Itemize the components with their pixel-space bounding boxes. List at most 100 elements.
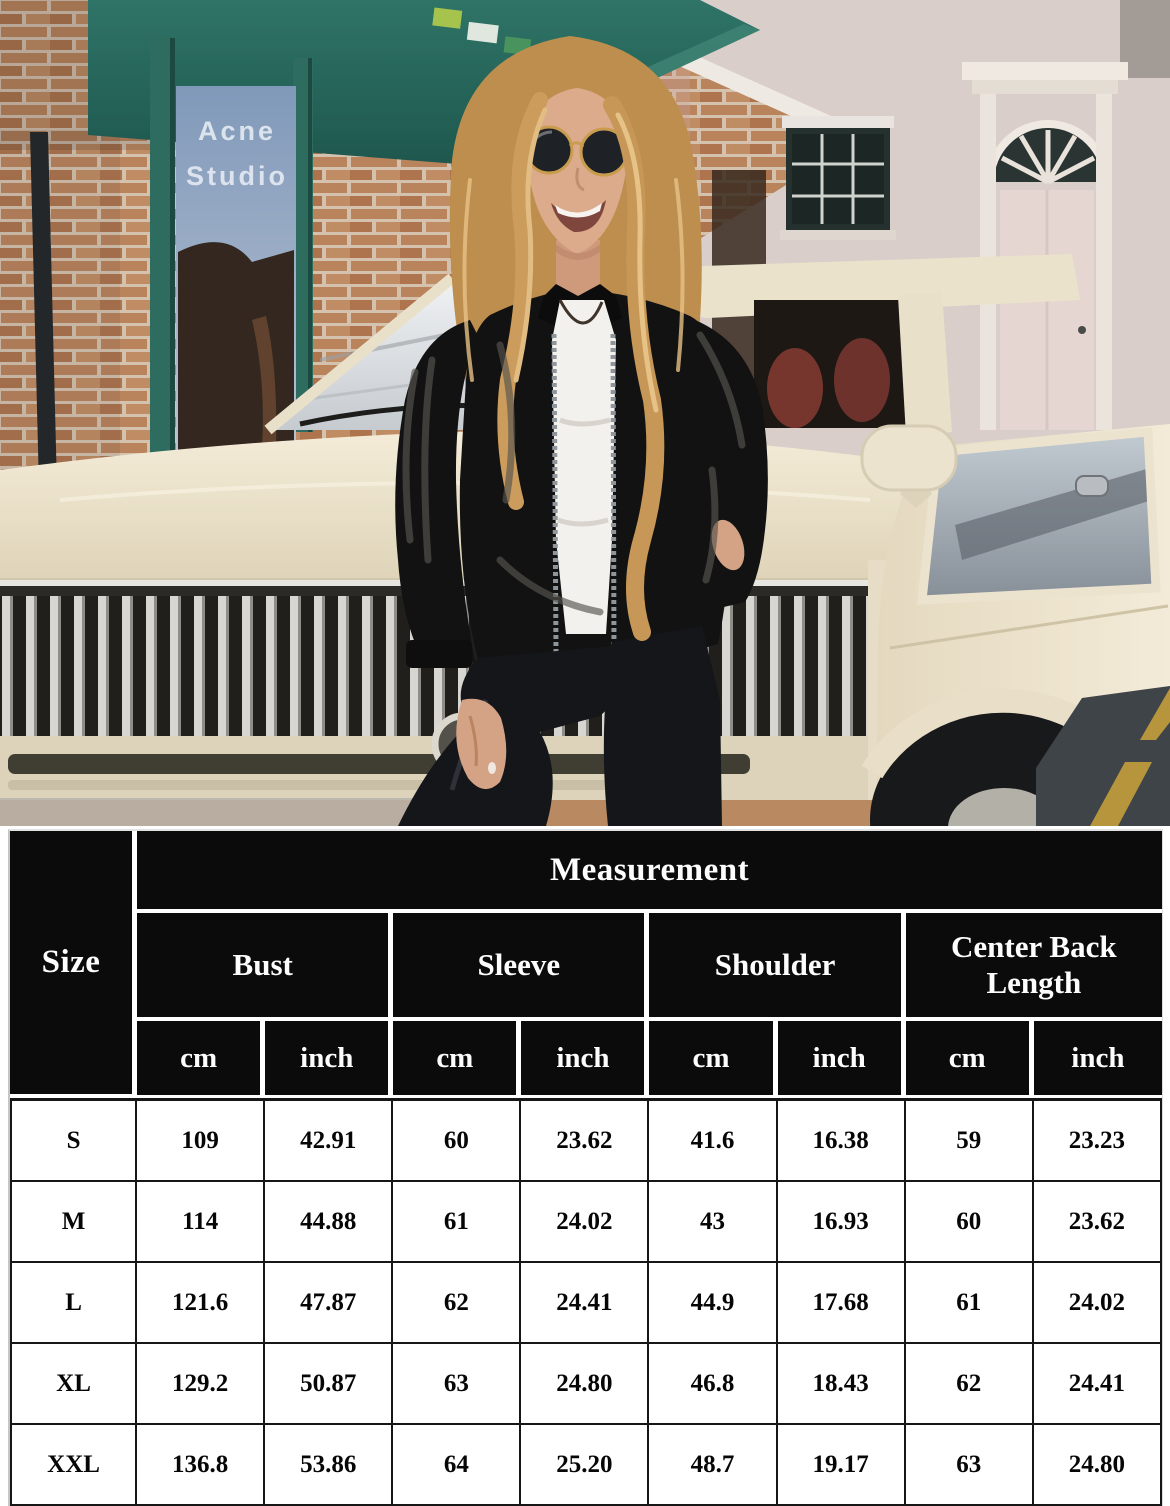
table-row-xl: XL 129.2 50.87 63 24.80 46.8 18.43 62 24…	[10, 1344, 1162, 1425]
fingernail	[488, 762, 496, 774]
nose	[575, 167, 585, 192]
jacket-cuff	[406, 640, 472, 668]
table-row-xxl: XXL 136.8 53.86 64 25.20 48.7 19.17 63 2…	[10, 1425, 1162, 1506]
cell-xxl-shoulder-cm: 48.7	[649, 1425, 778, 1506]
model-smile	[551, 200, 606, 233]
model-tee	[552, 300, 616, 634]
pants-right-leg	[603, 626, 722, 826]
rear-window	[754, 300, 906, 428]
cell-l-bust-inch: 47.87	[265, 1263, 394, 1344]
door-knob	[1078, 326, 1086, 334]
cell-xxl-back-inch: 24.80	[1033, 1425, 1162, 1506]
cell-l-bust-cm: 121.6	[137, 1263, 266, 1344]
unit-shoulder-cm: cm	[649, 1021, 778, 1098]
cell-m-sleeve-inch: 24.02	[521, 1182, 650, 1263]
cell-m-back-inch: 23.62	[1033, 1182, 1162, 1263]
ground-foreground	[0, 798, 430, 826]
asphalt	[1036, 686, 1170, 826]
cell-xl-sleeve-inch: 24.80	[521, 1344, 650, 1425]
cell-s-size: S	[10, 1098, 138, 1182]
cell-xxl-size: XXL	[10, 1425, 138, 1506]
cell-l-back-inch: 24.02	[1033, 1263, 1162, 1344]
poster-line2: Studio	[186, 161, 288, 191]
header-shoulder: Shoulder	[649, 913, 906, 1021]
cell-m-shoulder-cm: 43	[649, 1182, 778, 1263]
poster-line1: Acne	[198, 116, 276, 146]
unit-sleeve-cm: cm	[393, 1021, 522, 1098]
cell-l-sleeve-cm: 62	[393, 1263, 522, 1344]
unit-sleeve-inch: inch	[521, 1021, 650, 1098]
unit-back-inch: inch	[1033, 1021, 1162, 1098]
jacket-sheen	[402, 331, 746, 616]
shelter-posts	[150, 38, 313, 462]
product-photo: Acne Studio	[0, 0, 1170, 826]
cell-xxl-sleeve-cm: 64	[393, 1425, 522, 1506]
cell-s-bust-inch: 42.91	[265, 1098, 394, 1182]
cell-xl-back-inch: 24.41	[1033, 1344, 1162, 1425]
cell-xxl-sleeve-inch: 25.20	[521, 1425, 650, 1506]
header-sleeve: Sleeve	[393, 913, 650, 1021]
cell-m-shoulder-inch: 16.93	[777, 1182, 906, 1263]
sunglasses	[524, 125, 629, 177]
poster: Acne Studio	[176, 86, 296, 452]
size-chart-table: Size Measurement Bust Sleeve Shoulder Ce…	[8, 829, 1163, 1506]
cell-m-back-cm: 60	[905, 1182, 1034, 1263]
header-size: Size	[10, 831, 138, 1098]
model-left-hand	[711, 519, 745, 571]
model-right-hand	[456, 698, 507, 790]
table-row-l: L 121.6 47.87 62 24.41 44.9 17.68 61 24.…	[10, 1263, 1162, 1344]
cell-xl-shoulder-cm: 46.8	[649, 1344, 778, 1425]
cell-s-sleeve-inch: 23.62	[521, 1098, 650, 1182]
cell-s-sleeve-cm: 60	[393, 1098, 522, 1182]
cell-l-size: L	[10, 1263, 138, 1344]
cell-xl-bust-inch: 50.87	[265, 1344, 394, 1425]
cell-s-back-inch: 23.23	[1033, 1098, 1162, 1182]
cell-xl-shoulder-inch: 18.43	[777, 1344, 906, 1425]
size-chart-section: Size Measurement Bust Sleeve Shoulder Ce…	[0, 829, 1170, 1506]
cell-xl-sleeve-cm: 63	[393, 1344, 522, 1425]
cell-l-back-cm: 61	[905, 1263, 1034, 1344]
cell-xl-bust-cm: 129.2	[137, 1344, 266, 1425]
cell-s-shoulder-inch: 16.38	[777, 1098, 906, 1182]
unit-bust-inch: inch	[265, 1021, 394, 1098]
header-center-back-length: Center Back Length	[905, 913, 1162, 1021]
canopy-sign-chips	[432, 7, 532, 56]
cell-m-size: M	[10, 1182, 138, 1263]
cell-s-back-cm: 59	[905, 1098, 1034, 1182]
hair-front-strands	[462, 92, 685, 641]
poster-text: Acne Studio	[186, 116, 288, 191]
unit-back-cm: cm	[905, 1021, 1034, 1098]
cell-xl-back-cm: 62	[905, 1344, 1034, 1425]
unit-bust-cm: cm	[137, 1021, 266, 1098]
door-handle	[1075, 475, 1109, 497]
cell-s-bust-cm: 109	[137, 1098, 266, 1182]
cell-s-shoulder-cm: 41.6	[649, 1098, 778, 1182]
necklace	[558, 299, 604, 325]
jacket-zipper	[551, 333, 617, 657]
cell-l-shoulder-cm: 44.9	[649, 1263, 778, 1344]
cell-xxl-shoulder-inch: 19.17	[777, 1425, 906, 1506]
car-roof	[636, 254, 1080, 318]
side-mirror	[860, 424, 958, 508]
table-row-m: M 114 44.88 61 24.02 43 16.93 60 23.62	[10, 1182, 1162, 1263]
header-measurement: Measurement	[137, 831, 1162, 913]
product-photo-illustration: Acne Studio	[0, 0, 1170, 826]
table-row-s: S 109 42.91 60 23.62 41.6 16.38 59 23.23	[10, 1098, 1162, 1182]
road-markings	[1090, 688, 1170, 826]
cell-m-sleeve-cm: 61	[393, 1182, 522, 1263]
jacket-left-sleeve	[395, 320, 478, 662]
header-bust: Bust	[137, 913, 394, 1021]
cell-l-sleeve-inch: 24.41	[521, 1263, 650, 1344]
model	[395, 36, 768, 826]
a-pillar	[264, 273, 456, 435]
cell-m-bust-inch: 44.88	[265, 1182, 394, 1263]
cell-xxl-bust-inch: 53.86	[265, 1425, 394, 1506]
unit-shoulder-inch: inch	[777, 1021, 906, 1098]
cell-m-bust-cm: 114	[137, 1182, 266, 1263]
cell-xl-size: XL	[10, 1344, 138, 1425]
cell-xxl-back-cm: 63	[905, 1425, 1034, 1506]
facade-window	[780, 116, 896, 240]
b-pillar	[898, 292, 952, 436]
cell-xxl-bust-cm: 136.8	[137, 1425, 266, 1506]
cell-l-shoulder-inch: 17.68	[777, 1263, 906, 1344]
